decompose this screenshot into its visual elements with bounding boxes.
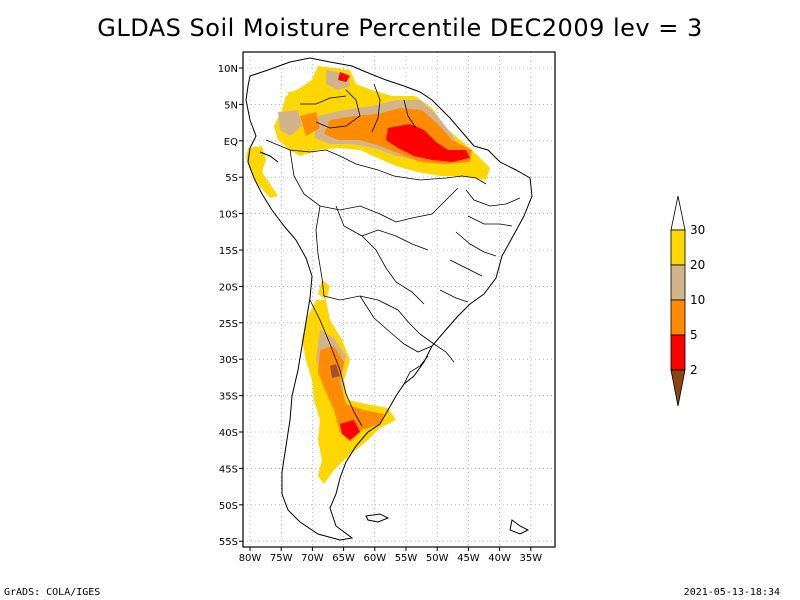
fill-yellow-ecuador — [246, 146, 278, 198]
map-frame: 10N 5N EQ 5S 10S 15S 20S 25S 30S 35S 40S 45S 50S 55S8… — [218, 51, 556, 564]
fill-brown-south — [330, 364, 340, 378]
lat-tick-label: 40S — [219, 428, 238, 439]
legend-label: 30 — [690, 223, 705, 237]
legend-label: 2 — [690, 363, 698, 377]
country-borders — [265, 83, 521, 427]
lat-tick-label: 50S — [219, 501, 238, 512]
map-title: GLDAS Soil Moisture Percentile DEC2009 l… — [97, 14, 703, 42]
lon-tick-label: 75W — [270, 553, 293, 564]
legend-swatch — [670, 299, 686, 336]
lat-tick-label: EQ — [224, 137, 238, 148]
legend-swatch-bottom — [670, 369, 686, 407]
legend-label: 10 — [690, 293, 705, 307]
fill-red-north — [338, 72, 350, 82]
legend-swatch-top — [670, 195, 686, 231]
lat-tick-label: 5N — [224, 100, 238, 111]
lon-tick-label: 80W — [239, 553, 262, 564]
lat-tick-label: 35S — [219, 392, 238, 403]
fill-red-south — [340, 420, 360, 440]
fill-tan-west — [278, 110, 302, 136]
lat-tick-label: 25S — [219, 319, 238, 330]
fill-yellow-colombia — [288, 90, 306, 116]
lon-tick-label: 60W — [363, 553, 386, 564]
fill-orange-colombia — [300, 112, 320, 136]
lon-tick-label: 50W — [426, 553, 449, 564]
lat-tick-label: 10S — [219, 210, 238, 221]
legend-label: 5 — [690, 328, 698, 342]
legend-swatch — [670, 264, 686, 301]
coastline — [245, 57, 533, 541]
lat-tick-label: 10N — [218, 64, 238, 75]
fill-red-para — [386, 124, 470, 162]
lat-tick-label: 5S — [225, 173, 238, 184]
legend-label: 20 — [690, 258, 705, 272]
lat-tick-label: 55S — [219, 537, 238, 548]
lon-tick-label: 55W — [395, 553, 418, 564]
footer-timestamp: 2021-05-13-18:34 — [683, 587, 780, 598]
legend-swatch — [670, 334, 686, 371]
lon-tick-label: 40W — [488, 553, 511, 564]
color-legend: 30 20 10 5 2 — [670, 195, 705, 407]
lon-tick-label: 70W — [301, 553, 324, 564]
lon-tick-label: 45W — [457, 553, 480, 564]
lat-tick-label: 15S — [219, 246, 238, 257]
footer-credit: GrADS: COLA/IGES — [4, 587, 101, 598]
lon-tick-label: 65W — [332, 553, 355, 564]
lat-tick-label: 45S — [219, 464, 238, 475]
lat-tick-label: 30S — [219, 355, 238, 366]
map-border — [242, 51, 556, 548]
fill-yellow-ne — [318, 280, 330, 300]
lat-tick-label: 20S — [219, 282, 238, 293]
percentile-fill-layer — [246, 66, 490, 484]
legend-swatch — [670, 229, 686, 266]
lon-tick-label: 35W — [519, 553, 542, 564]
